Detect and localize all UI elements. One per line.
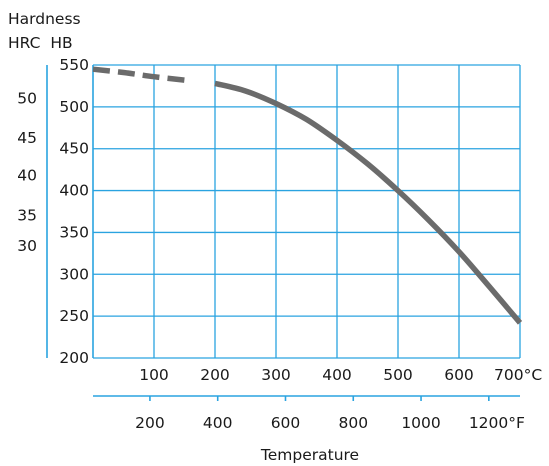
fahrenheit-tick-label: 200: [135, 414, 165, 432]
fahrenheit-tick-label: 1000: [401, 414, 440, 432]
hardness-curve-dashed: [92, 66, 185, 83]
hrc-tick-label: 30: [17, 237, 37, 255]
tick-labels: 550 500 450 400 350 300 250 200 50 45 40 35 30 100 200…: [17, 56, 542, 432]
celsius-tick-label: 500: [383, 366, 413, 384]
celsius-tick-label: 200: [200, 366, 230, 384]
hb-tick-label: 400: [59, 182, 89, 200]
hrc-tick-label: 45: [17, 129, 37, 147]
celsius-tick-label: 100: [139, 366, 169, 384]
axes: [46, 65, 520, 401]
header-line-hardness: Hardness: [8, 10, 81, 28]
fahrenheit-tick-label: 600: [271, 414, 301, 432]
fahrenheit-tick-label: 1200°F: [469, 414, 525, 432]
hardness-curve-solid: [214, 80, 523, 325]
hb-tick-label: 350: [59, 223, 89, 241]
hb-tick-label: 250: [59, 307, 89, 325]
hb-tick-label: 200: [59, 349, 89, 367]
hb-tick-label: 300: [59, 265, 89, 283]
x-axis-title: Temperature: [260, 446, 359, 464]
hb-tick-label: 500: [59, 98, 89, 116]
celsius-tick-label: 600: [444, 366, 474, 384]
hb-tick-label: 450: [59, 140, 89, 158]
celsius-tick-label: 300: [261, 366, 291, 384]
series-lines: [92, 66, 523, 325]
hrc-tick-label: 50: [17, 89, 37, 107]
hrc-tick-label: 35: [17, 207, 37, 225]
celsius-tick-label: 400: [322, 366, 352, 384]
fahrenheit-tick-label: 400: [203, 414, 233, 432]
hrc-tick-label: 40: [17, 167, 37, 185]
celsius-tick-label: 700°C: [494, 366, 542, 384]
fahrenheit-tick-label: 800: [338, 414, 368, 432]
header-line-scales: HRC HB: [8, 34, 73, 52]
grid: [93, 64, 521, 359]
hb-tick-label: 550: [59, 56, 89, 74]
